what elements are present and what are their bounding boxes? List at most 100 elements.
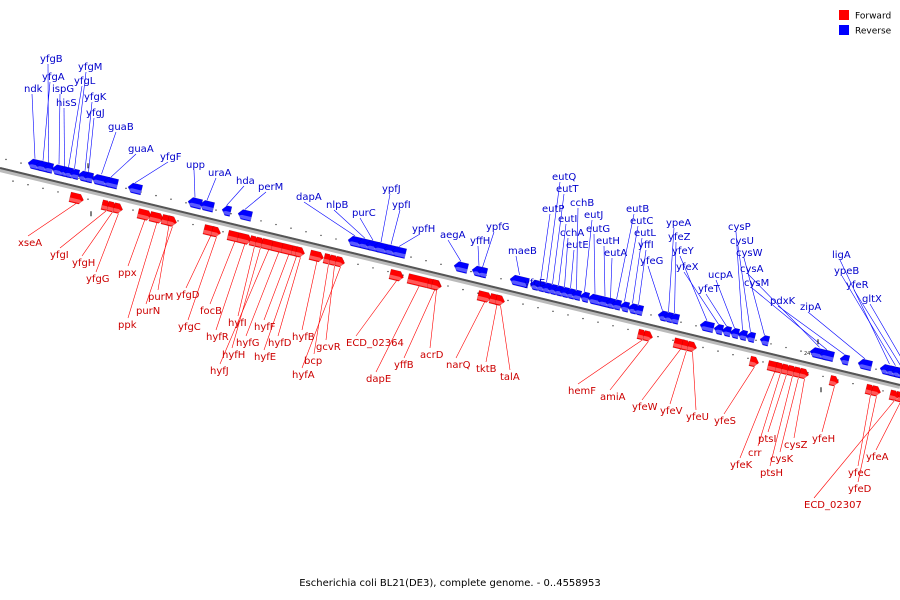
- axis-dot: [57, 191, 59, 193]
- gene-label-liga: ligA: [832, 250, 851, 261]
- leader-reverse-eutl: [632, 237, 643, 304]
- gene-reverse-eutc-highlight: [619, 306, 629, 312]
- axis-dot: [852, 382, 854, 385]
- gene-label-yfgd: yfgD: [176, 290, 200, 301]
- leader-reverse-gltx: [869, 303, 900, 357]
- gene-label-focb: focB: [200, 306, 222, 317]
- axis-dot: [305, 231, 307, 233]
- axis-dot: [132, 209, 134, 211]
- gene-label-yfce: yfcE: [524, 278, 545, 289]
- gene-reverse-guaa: [103, 176, 120, 190]
- axis-dot: [537, 307, 539, 309]
- axis-dot: [192, 223, 194, 226]
- axis-dot: [657, 335, 659, 338]
- gene-reverse-yfeg-highlight: [657, 316, 667, 321]
- gene-reverse-cysp: [737, 329, 749, 342]
- gene-reverse-cysu-highlight: [745, 337, 755, 342]
- gene-reverse-yfgl-highlight: [63, 172, 73, 178]
- axis-dot: [755, 339, 757, 341]
- leader-forward-yfec: [857, 394, 871, 467]
- leader-reverse-liga: [839, 259, 890, 365]
- leader-forward-yfgc: [187, 237, 217, 321]
- axis-dot: [290, 227, 292, 229]
- leader-forward-yfev: [669, 350, 687, 405]
- leader-reverse-yfet: [705, 293, 727, 327]
- gene-label-yfex: yfeX: [676, 262, 699, 273]
- gene-forward-acrd-highlight: [431, 284, 441, 290]
- axis-dot: [785, 346, 787, 349]
- gene-reverse-yfey: [699, 320, 716, 334]
- gene-label-ispg: ispG: [52, 84, 74, 95]
- axis-dot: [695, 325, 697, 327]
- gene-forward-ppx: [136, 208, 152, 221]
- leader-reverse-ypfi: [390, 209, 401, 245]
- leader-forward-xsea: [27, 202, 78, 237]
- leader-reverse-yfgk: [84, 101, 93, 171]
- gene-label-hiss: hisS: [56, 98, 77, 109]
- leader-forward-hyfb: [301, 260, 318, 331]
- legend-swatch-reverse: [839, 25, 849, 35]
- leader-reverse-aega: [447, 239, 462, 262]
- gene-forward-ecd-02307-highlight: [889, 395, 899, 400]
- leader-forward-purm: [157, 225, 170, 291]
- leader-forward-yfeh: [821, 386, 835, 433]
- gene-label-eute: eutE: [566, 240, 589, 251]
- gene-reverse-cysp-highlight: [737, 335, 747, 340]
- axis-dot: [230, 212, 232, 215]
- gene-label-yfer: yfeR: [846, 280, 869, 291]
- gene-label-xsea: xseA: [18, 238, 42, 249]
- axis-dot: [612, 325, 614, 327]
- gene-forward-hyfd-highlight: [295, 251, 305, 257]
- gene-label-eutc: eutC: [630, 216, 653, 227]
- gene-label-dape: dapE: [366, 374, 391, 385]
- gene-reverse-yfex-highlight: [713, 329, 723, 335]
- leader-reverse-eutt: [552, 193, 565, 285]
- gene-label-crr: crr: [748, 448, 762, 459]
- gene-label-hyfh: hyfH: [222, 350, 245, 361]
- gene-label-amia: amiA: [600, 392, 626, 403]
- leader-forward-yfed: [857, 396, 877, 483]
- leader-reverse-eutj: [584, 219, 593, 292]
- gene-forward-ecd-02307: [888, 389, 899, 401]
- gene-label-cysw: cysW: [736, 248, 763, 259]
- gene-forward-ecd-02364-highlight: [389, 274, 404, 281]
- leader-reverse-yffi: [638, 249, 647, 305]
- gene-label-yfga: yfgA: [42, 72, 65, 83]
- leader-reverse-ypeb: [841, 275, 896, 366]
- leader-reverse-purc: [359, 217, 374, 241]
- gene-reverse-dapa-highlight: [347, 241, 362, 248]
- gene-label-hemf: hemF: [568, 386, 596, 397]
- gene-features: [27, 158, 900, 403]
- gene-reverse-cysm: [819, 349, 836, 363]
- gene-reverse-cysw: [759, 335, 771, 347]
- axis-dot: [222, 231, 224, 233]
- gene-label-acrd: acrD: [420, 350, 444, 361]
- gene-reverse-hda: [221, 205, 233, 217]
- gene-label-cysp: cysP: [728, 222, 751, 233]
- leader-forward-hemf: [577, 339, 643, 385]
- gene-label-ypea: ypeA: [666, 218, 691, 229]
- gene-reverse-yfgb: [43, 162, 55, 174]
- leader-reverse-ucpa: [715, 279, 735, 329]
- gene-reverse-yfgj-highlight: [83, 177, 93, 183]
- leader-forward-ecd-02364: [355, 279, 398, 337]
- gene-reverse-ypea-highlight: [663, 317, 673, 323]
- gene-label-ptsh: ptsH: [760, 468, 783, 479]
- gene-reverse-eutg: [587, 293, 604, 307]
- gene-label-yfgf: yfgF: [160, 152, 182, 163]
- leader-forward-yfgi: [59, 210, 107, 249]
- gene-label-ypfj: ypfJ: [382, 184, 401, 195]
- gene-reverse-zipa: [857, 358, 874, 372]
- gene-label-yfgj: yfgJ: [86, 108, 105, 119]
- leader-forward-gcvr: [325, 265, 335, 341]
- leader-reverse-eutb: [616, 213, 635, 300]
- label-leader-lines: [27, 63, 900, 499]
- gene-reverse-cchb: [571, 289, 583, 302]
- gene-label-tala: talA: [500, 372, 520, 383]
- gene-reverse-perm: [237, 209, 254, 222]
- axis-dot: [567, 314, 569, 316]
- gene-reverse-yfez: [669, 313, 681, 325]
- leader-reverse-hiss: [63, 107, 65, 167]
- gene-reverse-upp-highlight: [187, 202, 202, 209]
- leader-forward-cysz: [793, 378, 805, 439]
